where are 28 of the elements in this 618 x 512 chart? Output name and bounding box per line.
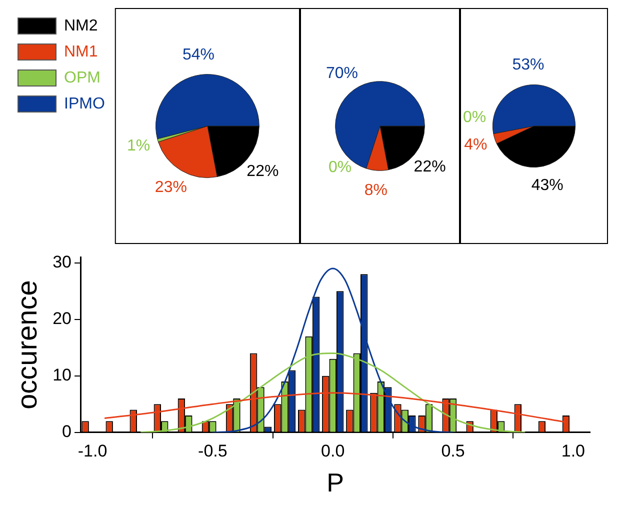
y-tick-label: 10 xyxy=(52,366,72,385)
data-label: 70% xyxy=(326,65,358,82)
x-tick-label: 1.0 xyxy=(561,441,585,460)
text: 0% xyxy=(463,108,486,126)
legend-label: NM2 xyxy=(64,17,98,34)
data-label: 54% xyxy=(182,46,214,64)
x-tick-label: -1.0 xyxy=(78,441,108,460)
y-tick-label: 30 xyxy=(52,252,72,272)
data-label: 4% xyxy=(464,136,488,154)
data-label: 23% xyxy=(154,179,187,196)
data-label: 1% xyxy=(127,137,150,154)
legend-label: IPMO xyxy=(64,95,105,112)
line-series xyxy=(212,268,454,432)
data-label: 8% xyxy=(364,182,388,199)
data-label: 22% xyxy=(414,158,446,176)
y-tick-label: 0 xyxy=(62,422,72,442)
y-axis-title: occurence xyxy=(12,280,43,410)
data-label: 43% xyxy=(531,177,564,194)
legend-label: OPM xyxy=(64,69,100,86)
x-tick-label: -0.5 xyxy=(198,441,228,460)
data-label: 53% xyxy=(512,56,544,74)
x-axis-title: P xyxy=(326,468,344,498)
x-tick-label: 0.5 xyxy=(441,441,465,460)
text: 0% xyxy=(328,158,352,176)
legend-label: NM1 xyxy=(64,43,98,60)
y-tick-label: 20 xyxy=(52,309,72,328)
data-label: 22% xyxy=(246,163,279,180)
x-tick-label: 0.0 xyxy=(321,441,345,460)
